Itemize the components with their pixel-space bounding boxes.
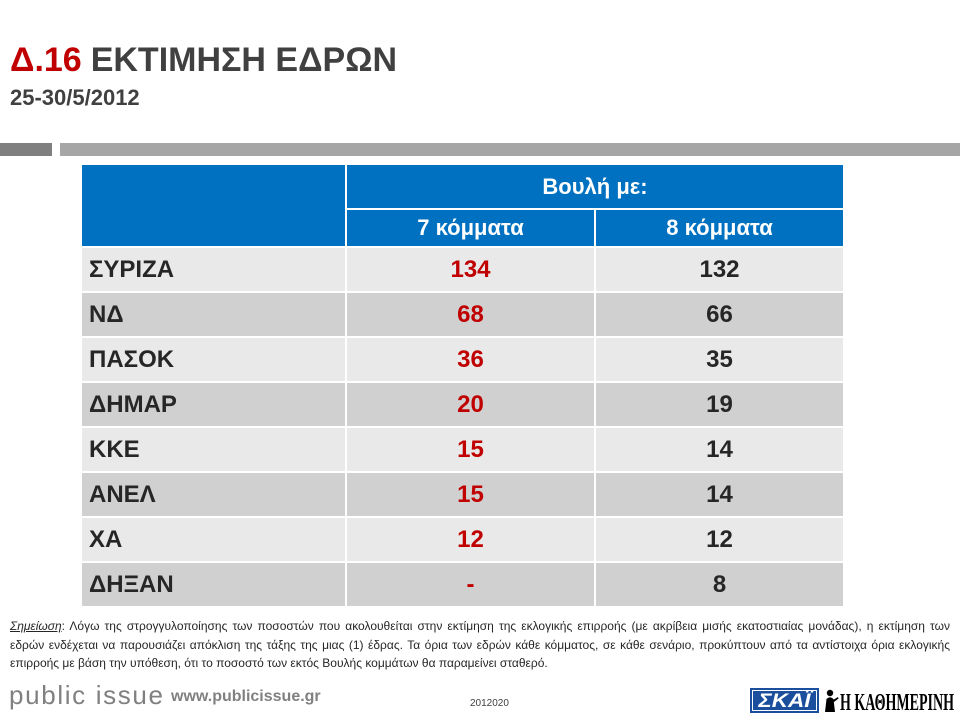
seat-value-cell-scenario-1: 20: [345, 381, 596, 428]
header-rule-dark: [0, 143, 52, 156]
party-name-cell: ΚΚΕ: [80, 426, 347, 473]
seat-value-cell-scenario-2: 14: [594, 426, 845, 473]
methodology-note: Σημείωση: Λόγω της στρογγυλοποίησης των …: [10, 617, 950, 673]
seat-value-cell-scenario-2: 19: [594, 381, 845, 428]
table-body: ΣΥΡΙΖΑ 134 132 ΝΔ 68 66 ΠΑΣΟΚ 36 35 ΔΗΜΑΡ 20 19 ΚΚΕ 1…: [80, 246, 845, 608]
skai-logo: ΣΚΑΪ: [750, 688, 819, 713]
slide-title: ΕΚΤΙΜΗΣΗ ΕΔΡΩΝ: [90, 41, 398, 79]
seat-value-cell-scenario-2: 35: [594, 336, 845, 383]
note-text: : Λόγω της στρογγυλοποίησης των ποσοστών…: [10, 619, 950, 670]
public-issue-wordmark: public issue: [9, 683, 163, 710]
seat-estimate-table: Βουλή με: 7 κόμματα 8 κόμματα ΣΥΡΙΖΑ 134 1…: [80, 163, 845, 608]
table-row: ΑΝΕΛ 15 14: [80, 471, 845, 518]
table-row: ΔΗΜΑΡ 20 19: [80, 381, 845, 428]
table-row: ΠΑΣΟΚ 36 35: [80, 336, 845, 383]
seat-value-cell-scenario-1: 134: [345, 246, 596, 293]
party-name-cell: ΔΗΞΑΝ: [80, 561, 347, 608]
seat-value-cell-scenario-1: 36: [345, 336, 596, 383]
table-subheader-row: 7 κόμματα 8 κόμματα: [81, 208, 845, 248]
party-name-cell: ΝΔ: [80, 291, 347, 338]
public-issue-logo: public issue: [9, 683, 163, 710]
table-header-row: Βουλή με:: [80, 163, 845, 248]
document-code: 2012020: [470, 698, 509, 709]
kathimerini-emblem-icon: [825, 689, 839, 712]
party-name-cell: ΔΗΜΑΡ: [80, 381, 347, 428]
seat-value-cell-scenario-1: 15: [345, 471, 596, 518]
parliament-scenario-group-header: Βουλή με:: [345, 163, 845, 210]
party-name-cell: ΑΝΕΛ: [80, 471, 347, 518]
survey-date: 25-30/5/2012: [10, 85, 140, 110]
note-label: Σημείωση: [10, 619, 62, 633]
table-row: ΝΔ 68 66: [80, 291, 845, 338]
seat-value-cell-scenario-2: 12: [594, 516, 845, 563]
column-header-8-parties: 8 κόμματα: [594, 208, 845, 248]
website-link[interactable]: www.publicissue.gr: [171, 688, 321, 705]
party-name-cell: ΧΑ: [80, 516, 347, 563]
table-row: ΧΑ 12 12: [80, 516, 845, 563]
seat-value-cell-scenario-2: 14: [594, 471, 845, 518]
seat-value-cell-scenario-1: 12: [345, 516, 596, 563]
seat-value-cell-scenario-1: -: [345, 561, 596, 608]
kathimerini-logo: Η ΚΑΘΗΜΕΡΙΝΗ: [825, 689, 954, 715]
seat-value-cell-scenario-2: 132: [594, 246, 845, 293]
party-name-cell: ΠΑΣΟΚ: [80, 336, 347, 383]
header-rule-light: [60, 143, 960, 156]
column-header-7-parties: 7 κόμματα: [345, 208, 596, 248]
table-corner-header: [80, 163, 347, 248]
party-name-cell: ΣΥΡΙΖΑ: [80, 246, 347, 293]
seat-value-cell-scenario-1: 68: [345, 291, 596, 338]
kathimerini-wordmark: Η ΚΑΘΗΜΕΡΙΝΗ: [840, 690, 954, 715]
page-title: Δ.16 ΕΚΤΙΜΗΣΗ ΕΔΡΩΝ: [10, 40, 397, 80]
seat-value-cell-scenario-2: 8: [594, 561, 845, 608]
table-row: ΚΚΕ 15 14: [80, 426, 845, 473]
table-row: ΔΗΞΑΝ -8: [80, 561, 845, 608]
seat-value-cell-scenario-2: 66: [594, 291, 845, 338]
slide-number: Δ.16: [10, 41, 82, 79]
skai-wordmark: ΣΚΑΪ: [757, 691, 813, 712]
seat-value-cell-scenario-1: 15: [345, 426, 596, 473]
table-row: ΣΥΡΙΖΑ 134 132: [80, 246, 845, 293]
